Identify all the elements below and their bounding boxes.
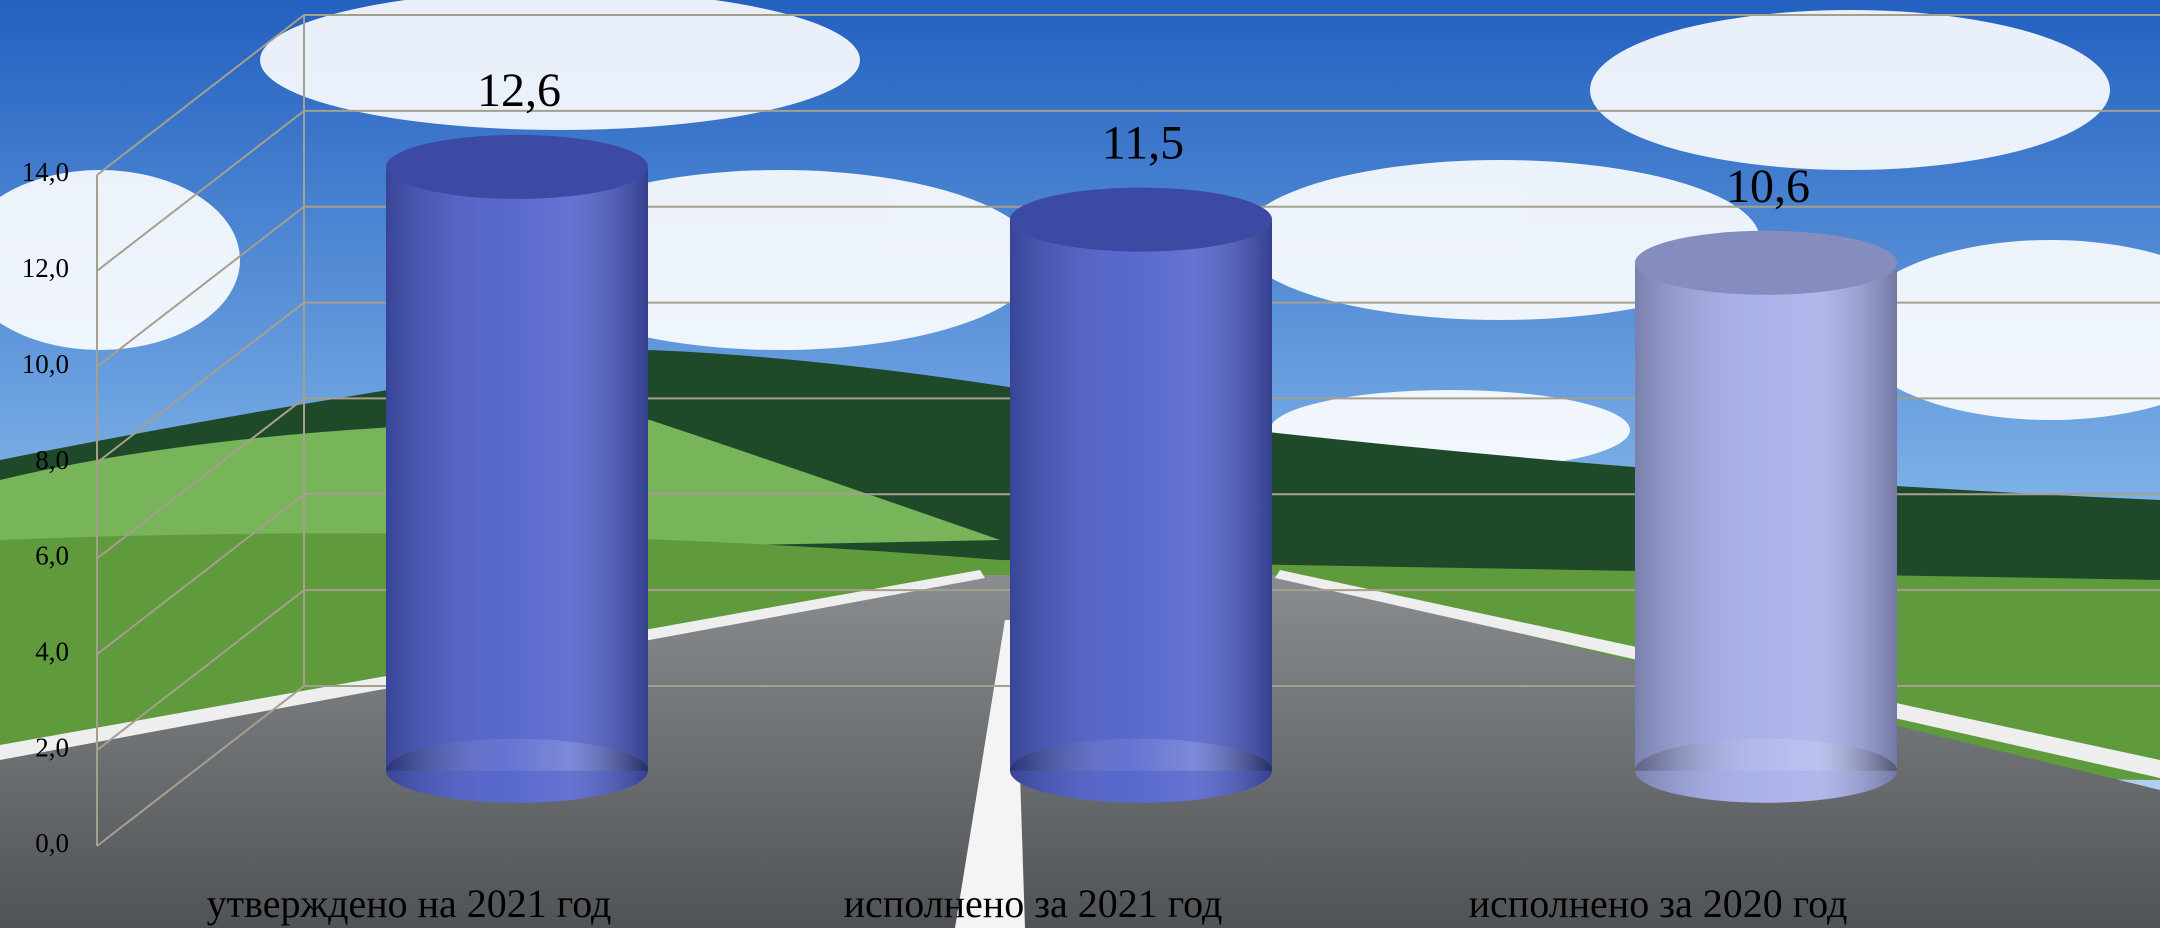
y-tick-label: 6,0 [35,541,69,571]
grid-line [96,109,2160,272]
y-tick-label: 0,0 [35,828,69,858]
x-tick-label: исполнено за 2021 год [844,881,1223,926]
x-tick-label: утверждено на 2021 год [207,881,612,926]
value-label: 12,6 [477,64,561,117]
cylinder [1635,230,1897,803]
y-tick-label: 2,0 [35,732,69,762]
grid-line [96,589,2160,751]
grid-line [96,205,2160,368]
value-label: 10,6 [1726,160,1810,213]
y-tick-label: 12,0 [22,253,69,283]
y-tick-label: 4,0 [35,636,69,666]
cylinder-top-shade [1010,187,1272,252]
y-tick-label: 14,0 [22,157,69,187]
cylinder-top [1010,187,1272,252]
bars: 12,6 утверждено на 2021 год 11,5 исполнено … [207,64,1897,926]
grid-line [96,493,2160,656]
cylinder [1010,187,1272,803]
cylinder [386,134,648,803]
axes: 0,0 2,0 4,0 6,0 8,0 10,0 12,0 14,0 [22,14,2160,858]
grid-line [96,14,2160,176]
cylinder-top-shade [1635,230,1897,295]
cylinder-top [1635,230,1897,295]
x-tick-label: исполнено за 2020 год [1469,881,1848,926]
cylinder-shade [1010,219,1272,771]
value-label: 11,5 [1102,117,1184,170]
y-tick-label: 8,0 [35,445,69,475]
grid-line [96,397,2160,560]
cylinder-top [386,134,648,199]
cylinder-shade [386,166,648,771]
cylinder-top-shade [386,134,648,199]
grid-line [96,685,2160,847]
grid-line [96,301,2160,464]
cylinder-shade [1635,262,1897,771]
y-tick-label: 10,0 [22,349,69,379]
